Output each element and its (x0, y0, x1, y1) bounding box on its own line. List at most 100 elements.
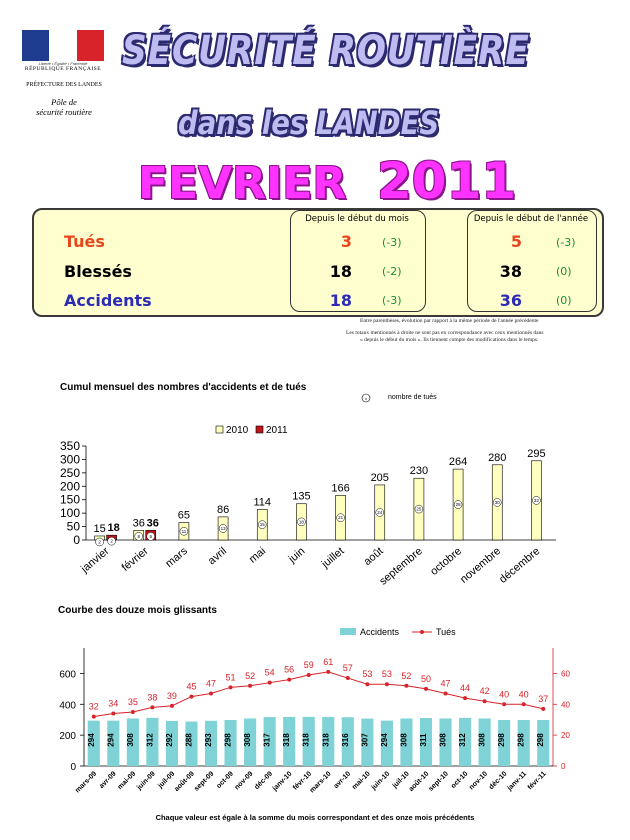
row-label-accidents: Accidents (64, 291, 152, 310)
accidents-bar (165, 720, 178, 766)
tues-point (443, 691, 448, 696)
tues-marker-2010-label: 28 (456, 502, 462, 507)
accidents-bar (361, 718, 374, 766)
report-period: FEVRIER 2011 (138, 152, 516, 210)
pole-name: Pôle de sécurité routière (18, 97, 110, 117)
chart1-title: Cumul mensuel des nombres d'accidents et… (60, 382, 307, 393)
tues-point (482, 699, 487, 704)
accidents-bar (400, 718, 413, 766)
tues-point (326, 669, 331, 674)
tues-point (287, 677, 292, 682)
x-tick-label: juin (286, 545, 308, 566)
tues-point-label: 40 (499, 689, 509, 699)
y-tick-label: 100 (60, 506, 80, 520)
accidents-bar-label: 316 (341, 733, 350, 747)
marker-legend-label: nombre de tués (388, 394, 437, 401)
x-tick-label: août-09 (173, 770, 196, 793)
legend-swatch-2011 (255, 425, 264, 434)
stats-panel (32, 208, 604, 317)
accidents-year-value: 36 (499, 291, 522, 310)
report-year: 2011 (377, 152, 517, 210)
x-tick-label: janv-10 (271, 770, 294, 793)
tues-point (130, 710, 135, 714)
pole-line-2: sécurité routière (36, 107, 92, 117)
x-tick-label: janvier (78, 545, 112, 576)
accidents-bar-label: 294 (87, 733, 96, 747)
accidents-bar-label: 318 (321, 733, 330, 747)
y-right-tick-label: 20 (561, 731, 570, 740)
accidents-bar-label: 308 (478, 733, 487, 747)
accidents-bar (244, 718, 257, 766)
year-stats-box (467, 210, 597, 312)
x-tick-label: mai-10 (351, 770, 372, 791)
accidents-bar-label: 307 (360, 733, 369, 747)
tues-marker-2010 (218, 524, 228, 533)
tues-marker-2011 (107, 536, 116, 546)
tues-point-label: 57 (343, 663, 353, 673)
tues-point-label: 61 (323, 657, 333, 667)
tues-marker-2010 (375, 508, 384, 517)
blesses-year-delta: (0) (556, 265, 572, 278)
rolling-chart: Accidents Tués 0 200 400 600 0 20 40 60 294 294 30… (59, 627, 570, 794)
bar-2010-label: 114 (253, 496, 271, 508)
tues-point (248, 683, 253, 688)
tues-year-value: 5 (510, 232, 522, 251)
tues-point (209, 691, 214, 696)
bar-2010-label: 36 (133, 517, 145, 529)
x-tick-label: sept-10 (428, 770, 450, 792)
bar-2010-label: 86 (217, 504, 229, 516)
accidents-bar (204, 720, 218, 766)
accidents-bar-label: 293 (204, 733, 213, 747)
tues-marker-2010 (414, 504, 424, 514)
accidents-bar-label: 308 (126, 733, 135, 747)
tues-point (306, 672, 311, 677)
row-label-tues: Tués (64, 232, 105, 251)
legend-label-2011: 2011 (266, 425, 288, 436)
tues-marker-2010 (532, 496, 541, 505)
legend-swatch-2010 (215, 425, 224, 434)
pole-line-1: Pôle de (51, 97, 77, 107)
tues-point (150, 705, 155, 710)
accidents-bar (459, 717, 472, 766)
accidents-bar (439, 718, 452, 766)
accidents-bar-label: 294 (106, 733, 115, 747)
tues-month-delta: (-3) (382, 236, 402, 249)
x-tick-label: février (120, 545, 151, 574)
tues-marker-2010 (179, 527, 189, 536)
marker-legend-symbol-text: x (365, 396, 367, 401)
accidents-bar-label: 298 (536, 733, 545, 747)
legend-label-accidents: Accidents (360, 627, 400, 637)
accidents-bar (107, 720, 120, 766)
accidents-bar-label: 298 (517, 733, 526, 747)
bar-2010-label: 264 (449, 456, 467, 468)
chart2-footnote: Chaque valeur est égale à la somme du mo… (155, 813, 475, 822)
x-tick-label: mai (247, 545, 268, 566)
tues-point (267, 680, 272, 685)
tues-point-label: 53 (382, 669, 392, 679)
y-left-tick-label: 400 (59, 700, 76, 711)
blesses-month-value: 18 (329, 262, 352, 281)
accidents-month-value: 18 (329, 291, 352, 310)
x-tick-label: mars (163, 545, 190, 570)
accidents-bar (302, 716, 315, 766)
tues-point-label: 35 (128, 697, 138, 707)
tues-point (189, 694, 194, 699)
tues-point-label: 40 (519, 689, 529, 699)
legend-label-2010: 2010 (226, 425, 249, 436)
tues-point-label: 50 (421, 674, 431, 684)
row-label-blesses: Blessés (64, 262, 132, 281)
tues-point-label: 44 (460, 683, 470, 693)
y-tick-label: 150 (60, 493, 80, 507)
accidents-bar-label: 308 (399, 733, 408, 747)
tues-marker-2010-label: 30 (495, 500, 501, 505)
bar-2010-label: 230 (410, 465, 428, 477)
x-tick-label: janv-11 (506, 770, 529, 793)
note-totals-1: Les totaux mentionnés à droite ne sont p… (346, 330, 544, 336)
accidents-bar (283, 716, 296, 766)
x-tick-label: sept-09 (193, 770, 215, 792)
page-title: SÉCURITÉ ROUTIÈRE (122, 28, 530, 74)
month-header: Depuis le début du mois (305, 214, 409, 224)
accidents-bar-label: 292 (165, 733, 174, 747)
x-tick-label: juin-09 (135, 770, 157, 792)
accidents-bar-label: 298 (497, 733, 506, 747)
